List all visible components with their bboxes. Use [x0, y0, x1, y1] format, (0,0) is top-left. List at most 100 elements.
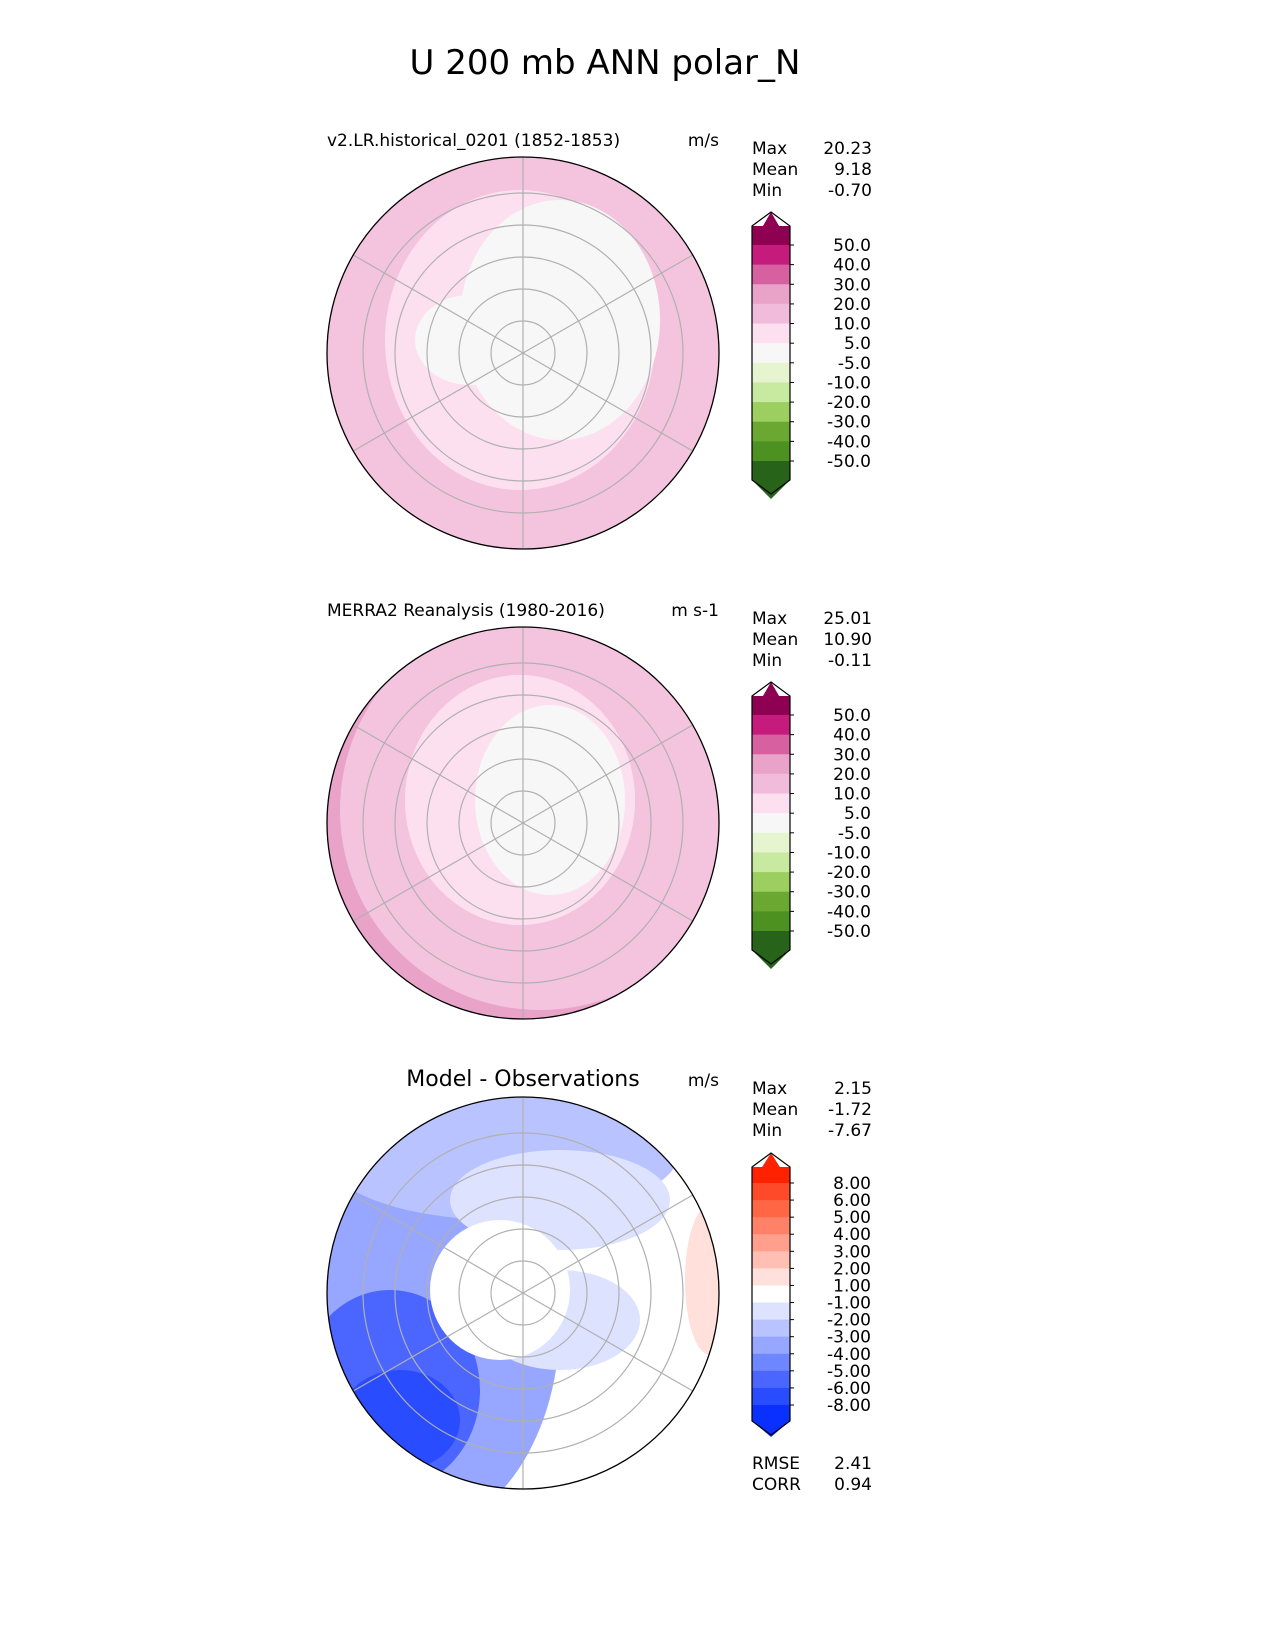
- colorbar-segment: [752, 303, 790, 325]
- colorbar-segment: [752, 1285, 790, 1304]
- colorbar-segment: [752, 911, 790, 932]
- colorbar-tick-label: -20.0: [827, 863, 871, 883]
- longitude-line: [352, 1194, 524, 1294]
- colorbar-tick-label: -10.0: [827, 843, 871, 863]
- colorbar-segment: [752, 872, 790, 893]
- panel-1-map: [327, 157, 719, 549]
- longitude-line: [522, 1194, 694, 1294]
- colorbar-tick-label: -50.0: [827, 922, 871, 942]
- colorbar-segment: [752, 245, 790, 266]
- colorbar-tick-label: 50.0: [833, 706, 871, 726]
- stat-label: Mean: [752, 630, 798, 650]
- colorbar-tick-label: -3.00: [827, 1328, 871, 1348]
- colorbar-tick-label: -20.0: [827, 393, 871, 413]
- stat-value: 2.15: [834, 1079, 872, 1099]
- colorbar-segment: [752, 382, 790, 403]
- stat-label: Min: [752, 181, 782, 201]
- panel-3-title: Model - Observations: [406, 1067, 639, 1092]
- colorbar-tick-label: 8.00: [833, 1174, 871, 1194]
- longitude-line: [352, 1292, 524, 1392]
- colorbar-segment: [752, 1405, 790, 1421]
- stat-value: 25.01: [823, 609, 872, 629]
- panel-2-units: m s-1: [671, 601, 719, 621]
- panel-3-units: m/s: [688, 1071, 719, 1091]
- stat-value: -1.72: [828, 1100, 872, 1120]
- stat-label: Max: [752, 609, 787, 629]
- stat-label: Max: [752, 139, 787, 159]
- colorbar-tick-label: -10.0: [827, 373, 871, 393]
- longitude-line: [522, 254, 694, 354]
- colorbar-segment: [752, 793, 790, 814]
- rmse-value: 2.41: [834, 1454, 872, 1474]
- colorbar-extend-min: [752, 480, 790, 499]
- colorbar-segment: [752, 696, 790, 715]
- colorbar-tick-label: -5.0: [838, 824, 871, 844]
- colorbar-segment: [752, 891, 790, 912]
- stat-label: Min: [752, 1121, 782, 1141]
- colorbar-segment: [752, 1319, 790, 1338]
- colorbar-tick-label: -1.00: [827, 1294, 871, 1314]
- colorbar-panel-1: 50.040.030.020.010.05.0-5.0-10.0-20.0-30…: [751, 211, 871, 499]
- colorbar-segment: [752, 773, 790, 795]
- colorbar-segment: [752, 461, 790, 480]
- colorbar-segment: [752, 284, 790, 305]
- panel-2-boundary: [326, 626, 720, 1020]
- panel-2-map: [327, 627, 719, 1019]
- colorbar-tick-label: 1.00: [833, 1276, 871, 1296]
- stat-value: 20.23: [823, 139, 872, 159]
- colorbar-tick-label: 5.0: [844, 334, 871, 354]
- stat-label: Mean: [752, 1100, 798, 1120]
- colorbar-tick-label: -50.0: [827, 452, 871, 472]
- colorbar-outline: [751, 681, 791, 965]
- stat-value: -0.11: [828, 651, 872, 671]
- colorbar-segment: [752, 323, 790, 344]
- colorbar-tick-label: 5.0: [844, 804, 871, 824]
- panel-1-units: m/s: [688, 131, 719, 151]
- colorbar-tick-label: -2.00: [827, 1311, 871, 1331]
- colorbar-panel-3: 8.006.005.004.003.002.001.00-1.00-2.00-3…: [751, 1152, 871, 1437]
- panel-3-map: [327, 1097, 719, 1489]
- colorbar-extend-min: [752, 1421, 790, 1437]
- stats: Max 20.23 Mean 9.18 Min -0.70 Max 25.01 …: [752, 139, 872, 1495]
- corr-value: 0.94: [834, 1475, 872, 1495]
- colorbar-tick-label: -40.0: [827, 432, 871, 452]
- panel-2-graticule: [352, 627, 694, 1019]
- colorbar-segment: [752, 1387, 790, 1406]
- longitude-line: [352, 254, 524, 354]
- colorbar-tick-label: -4.00: [827, 1345, 871, 1365]
- colorbar-segment: [752, 1268, 790, 1286]
- colorbar-segment: [752, 1302, 790, 1321]
- colorbar-tick-label: -6.00: [827, 1379, 871, 1399]
- colorbar-tick-label: 40.0: [833, 726, 871, 746]
- colorbar-segment: [752, 1167, 790, 1183]
- colorbar-segment: [752, 1336, 790, 1355]
- colorbar-segment: [752, 402, 790, 423]
- stat-label: Min: [752, 651, 782, 671]
- colorbar-tick-label: 50.0: [833, 236, 871, 256]
- colorbar-segment: [752, 734, 790, 755]
- colorbar-tick-label: 4.00: [833, 1225, 871, 1245]
- colorbar-segment: [752, 754, 790, 775]
- colorbar-segment: [752, 1370, 790, 1389]
- colorbar-tick-label: 40.0: [833, 256, 871, 276]
- colorbar-segment: [752, 715, 790, 736]
- colorbar-segment: [752, 343, 790, 364]
- colorbar-tick-label: -40.0: [827, 902, 871, 922]
- longitude-line: [352, 822, 524, 922]
- colorbar-tick-label: 10.0: [833, 785, 871, 805]
- colorbar-tick-label: 30.0: [833, 745, 871, 765]
- longitude-line: [352, 724, 524, 824]
- panel-2-title: MERRA2 Reanalysis (1980-2016): [327, 601, 605, 621]
- stat-value: 10.90: [823, 630, 872, 650]
- colorbar-segment: [752, 813, 790, 834]
- rmse-label: RMSE: [752, 1454, 800, 1474]
- colorbars: 50.040.030.020.010.05.0-5.0-10.0-20.0-30…: [751, 211, 871, 1437]
- colorbar-segment: [752, 832, 790, 853]
- colorbar-tick-label: 30.0: [833, 275, 871, 295]
- panel-1-boundary: [326, 156, 720, 550]
- colorbar-tick-label: 20.0: [833, 765, 871, 785]
- colorbar-segment: [752, 264, 790, 285]
- stat-value: 9.18: [834, 160, 872, 180]
- colorbar-segment: [752, 931, 790, 950]
